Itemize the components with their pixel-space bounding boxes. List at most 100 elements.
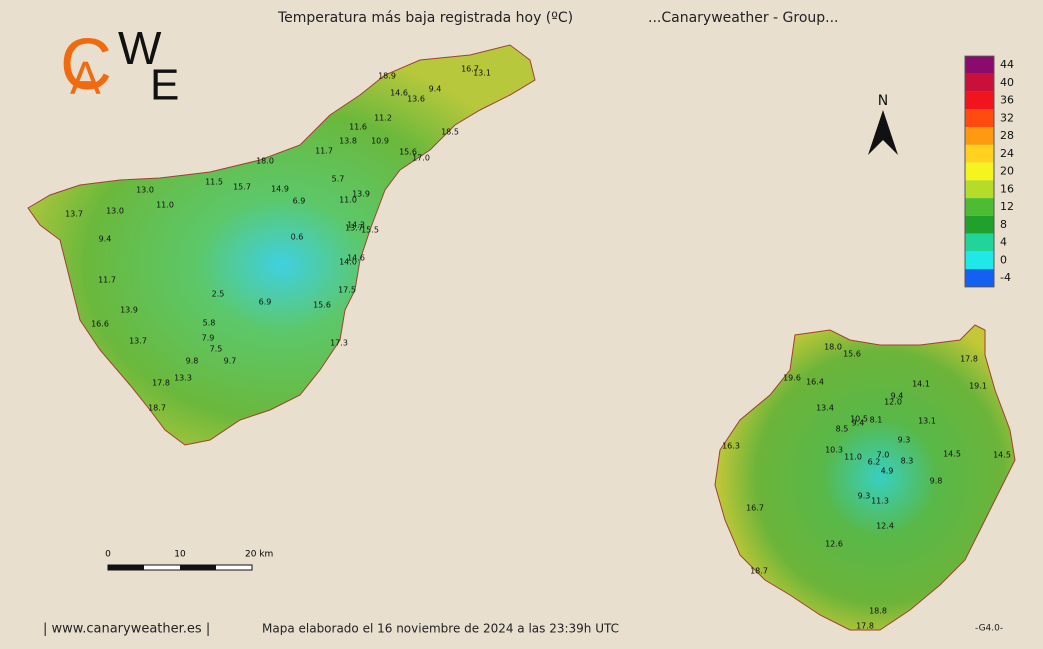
legend-band — [965, 144, 994, 163]
station-temp: 13.0 — [106, 207, 124, 216]
station-temp: 13.9 — [352, 190, 370, 199]
station-temp: 9.8 — [186, 357, 199, 366]
station-temp: 19.6 — [783, 374, 801, 383]
north-arrow-shape — [868, 110, 898, 155]
station-temp: 15.7 — [233, 183, 251, 192]
scale-bar-segment — [180, 565, 216, 570]
station-temp: 13.1 — [473, 69, 491, 78]
station-temp: 18.7 — [148, 404, 166, 413]
station-temp: 18.0 — [824, 343, 842, 352]
station-temp: 7.0 — [877, 451, 890, 460]
legend-tick-label: 40 — [1000, 76, 1014, 89]
station-temp: 13.6 — [407, 95, 425, 104]
station-temp: 19.1 — [969, 382, 987, 391]
scale-label: 10 — [174, 550, 186, 560]
station-temp: 15.5 — [361, 226, 379, 235]
station-temp: 13.7 — [129, 337, 147, 346]
legend-band — [965, 162, 994, 181]
station-temp: 11.0 — [156, 201, 174, 210]
legend-tick-label: 8 — [1000, 218, 1007, 231]
legend-tick-label: 20 — [1000, 165, 1014, 178]
station-temp: 15.6 — [399, 148, 417, 157]
scale-bar-segment — [108, 565, 144, 570]
scale-bar: 0 10 20 km — [105, 550, 273, 571]
station-temp: 17.8 — [960, 355, 978, 364]
logo-letter: A — [70, 52, 101, 104]
station-temp: 11.2 — [374, 114, 392, 123]
station-temp: 10.9 — [371, 137, 389, 146]
station-temp: 8.1 — [870, 416, 883, 425]
station-temp: 6.9 — [293, 197, 306, 206]
gran-canaria — [714, 324, 1016, 631]
station-temp: 14.3 — [347, 221, 365, 230]
station-temp: 13.0 — [136, 186, 154, 195]
station-temp: 13.7 — [65, 210, 83, 219]
station-temp: 18.7 — [750, 567, 768, 576]
legend-tick-label: 0 — [1000, 253, 1007, 266]
station-temp: 16.3 — [722, 442, 740, 451]
station-temp: 9.4 — [429, 85, 442, 94]
station-temp: 16.4 — [806, 378, 824, 387]
station-temp: 8.5 — [836, 425, 849, 434]
station-temp: 8.3 — [901, 457, 914, 466]
station-temp: 13.4 — [816, 404, 834, 413]
logo-letter: C — [60, 25, 112, 105]
station-temp: 10.3 — [825, 446, 843, 455]
legend-tick-label: 44 — [1000, 58, 1014, 71]
north-label: N — [878, 93, 888, 109]
station-temp: 14.5 — [943, 450, 961, 459]
station-temp: 6.9 — [259, 298, 272, 307]
legend-tick-label: 32 — [1000, 111, 1014, 124]
subtitle: ...Canaryweather - Group... — [648, 10, 839, 26]
legend-tick-label: 4 — [1000, 236, 1007, 249]
station-temp: 11.5 — [205, 178, 223, 187]
station-temp: 9.7 — [224, 357, 237, 366]
station-temp: 18.0 — [256, 157, 274, 166]
station-temp: 0.6 — [291, 233, 304, 242]
logo-letter: E — [150, 61, 179, 110]
station-temp: 15.6 — [843, 350, 861, 359]
station-temp: 7.5 — [210, 345, 223, 354]
station-temp: 14.6 — [347, 254, 365, 263]
station-temp: 17.3 — [330, 339, 348, 348]
stations: 18.916.713.19.414.613.611.218.511.613.8 1… — [65, 65, 1011, 631]
station-temp: 15.6 — [313, 301, 331, 310]
scale-label: 0 — [105, 550, 111, 560]
station-temp: 17.5 — [338, 286, 356, 295]
station-temp: 17.8 — [856, 622, 874, 631]
station-temp: 9.8 — [930, 477, 943, 486]
station-temp: 11.6 — [349, 123, 367, 132]
credit: Mapa elaborado el 16 noviembre de 2024 a… — [262, 622, 619, 636]
station-temp: 2.5 — [212, 290, 225, 299]
legend-band — [965, 215, 994, 234]
station-temp: 6.2 — [868, 458, 881, 467]
station-temp: 13.3 — [174, 374, 192, 383]
station-temp: 11.0 — [339, 196, 357, 205]
scale-label: 20 km — [245, 550, 273, 560]
station-temp: 17.8 — [152, 379, 170, 388]
legend-band — [965, 127, 994, 145]
legend-band — [965, 180, 994, 199]
station-temp: 5.8 — [203, 319, 216, 328]
legend-tick-label: 16 — [1000, 182, 1014, 195]
station-temp: 16.7 — [746, 504, 764, 513]
legend-band — [965, 91, 994, 110]
title: Temperatura más baja registrada hoy (ºC) — [277, 10, 573, 26]
legend-tick-label: 12 — [1000, 200, 1014, 213]
logo-letter: W — [118, 22, 162, 74]
station-temp: 11.7 — [98, 276, 116, 285]
station-temp: 5.7 — [332, 175, 345, 184]
station-temp: 12.0 — [884, 398, 902, 407]
site-link[interactable]: | www.canaryweather.es | — [43, 622, 210, 637]
station-temp: 18.9 — [378, 72, 396, 81]
station-temp: 13.9 — [120, 306, 138, 315]
legend-band — [965, 56, 994, 74]
station-temp: 9.3 — [898, 436, 911, 445]
north-arrow: N — [868, 93, 898, 155]
legend-band — [965, 109, 994, 128]
station-temp: 9.4 — [99, 235, 112, 244]
station-temp: 13.1 — [918, 417, 936, 426]
station-temp: 4.9 — [881, 467, 894, 476]
station-temp: 18.5 — [441, 128, 459, 137]
